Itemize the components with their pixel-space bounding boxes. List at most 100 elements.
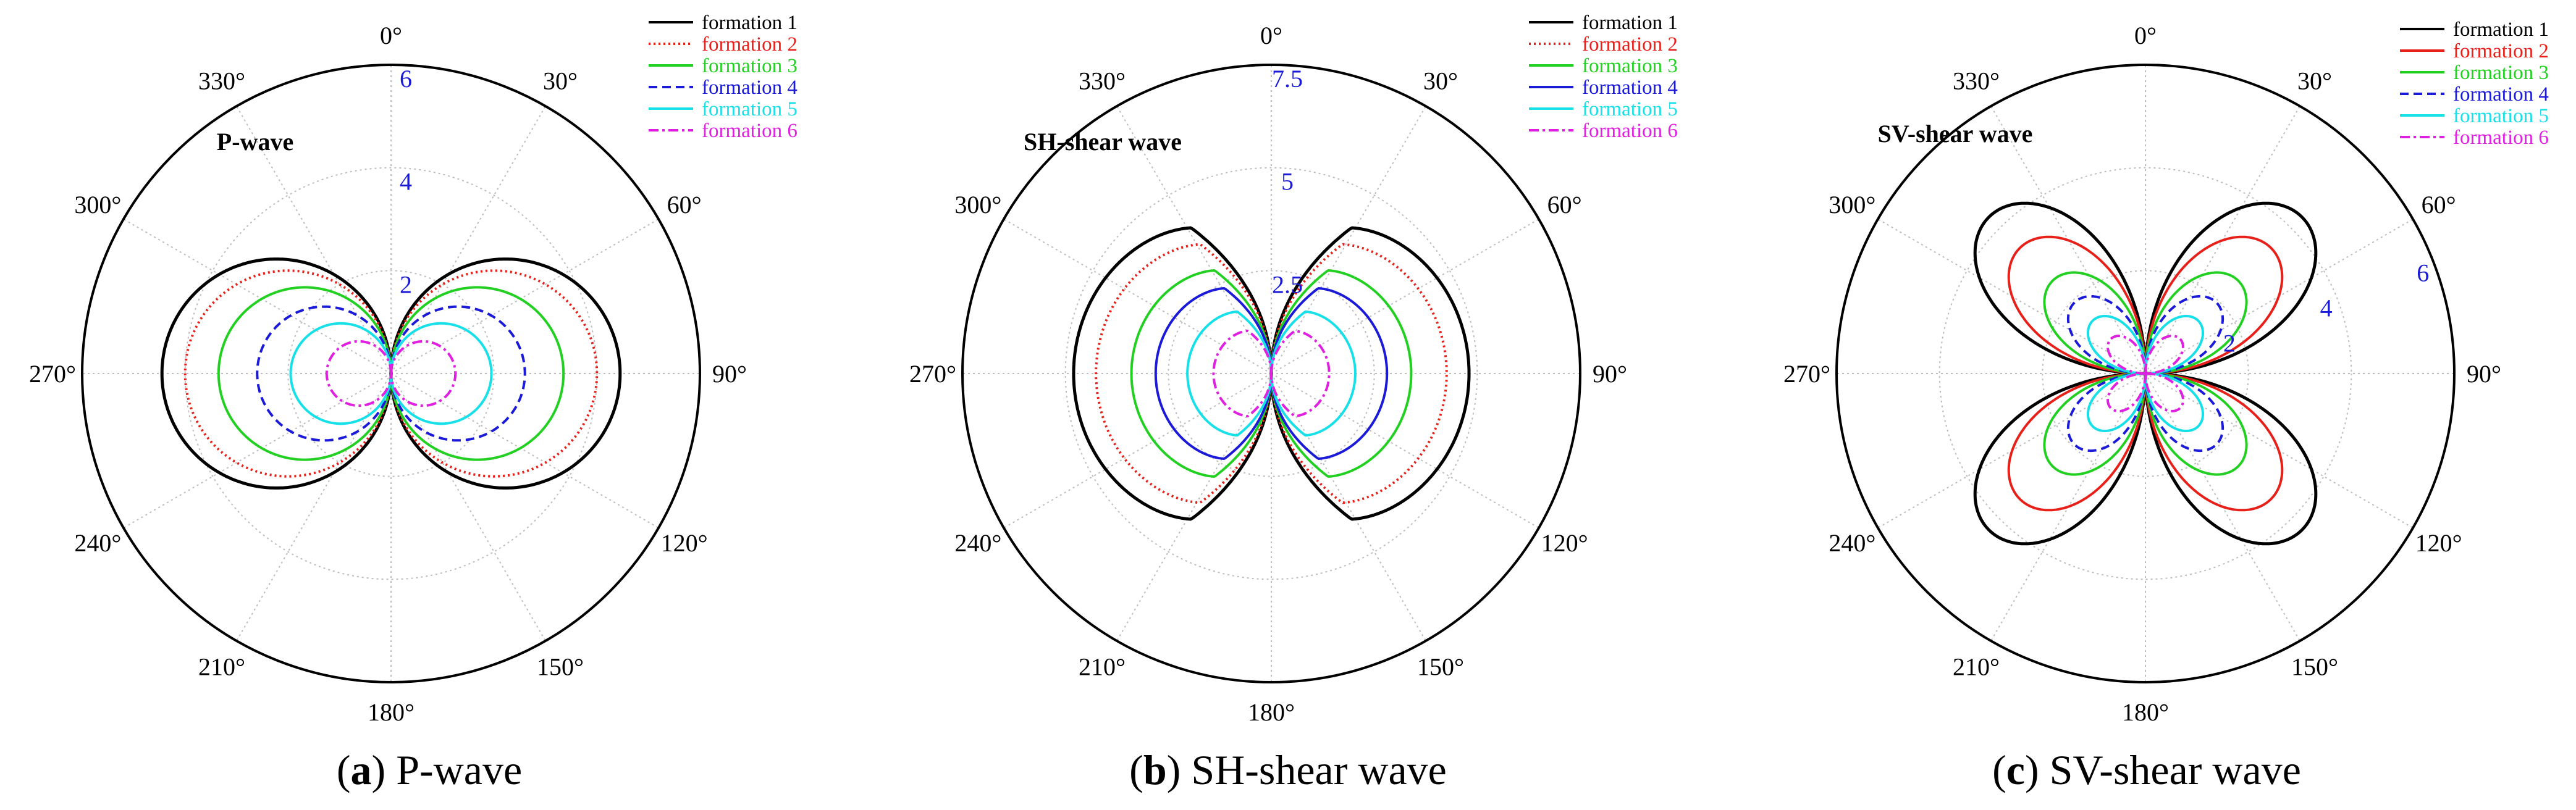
angle-tick-label: 30° xyxy=(2297,67,2332,94)
angle-tick-label: 180° xyxy=(1248,698,1295,726)
legend-label: formation 6 xyxy=(1582,120,1678,142)
angle-gridline xyxy=(1116,106,1272,374)
caption-text: SH-shear wave xyxy=(1181,746,1447,793)
outer-circle xyxy=(81,64,701,683)
radial-tick-label: 4 xyxy=(2320,294,2333,322)
series-line-6 xyxy=(1212,330,1331,417)
radial-tick-label: 6 xyxy=(2417,259,2429,287)
angle-tick-label: 210° xyxy=(1953,653,2000,681)
caption-open-paren: ( xyxy=(1992,746,2006,793)
angle-tick-label: 30° xyxy=(543,67,578,94)
radial-gridline xyxy=(1064,167,1478,580)
angle-tick-label: 180° xyxy=(2122,698,2169,726)
caption-a: (a) P-wave xyxy=(0,746,859,795)
radial-tick-label: 2 xyxy=(400,270,412,298)
caption-close-paren: ) xyxy=(371,746,386,793)
radial-tick-label: 2.5 xyxy=(1272,270,1303,298)
angle-gridline xyxy=(1003,219,1272,374)
legend-label: formation 1 xyxy=(2453,19,2549,41)
polar-chart-sv-shear-wave: 0° 30° 60° 90° 120° 150° 180° 210° 240° 270° 300° 3… xyxy=(1783,19,2549,726)
caption-open-paren: ( xyxy=(1129,746,1143,793)
angle-gridline xyxy=(1271,373,1539,528)
angle-tick-label: 120° xyxy=(2415,529,2462,557)
radial-gridline xyxy=(287,270,495,477)
radial-tick-label: 7.5 xyxy=(1272,65,1303,93)
legend-label: formation 5 xyxy=(2453,105,2549,127)
legend-label: formation 3 xyxy=(1582,55,1678,77)
angle-tick-label: 270° xyxy=(29,360,76,388)
angle-tick-label: 150° xyxy=(537,653,584,681)
angle-gridline xyxy=(390,373,659,528)
legend-label: formation 4 xyxy=(2453,83,2549,106)
angle-tick-label: 60° xyxy=(2422,191,2456,219)
angle-tick-label: 90° xyxy=(1593,360,1627,388)
angle-tick-label: 150° xyxy=(1417,653,1464,681)
radial-gridline xyxy=(1938,167,2352,580)
angle-tick-label: 240° xyxy=(954,529,1001,557)
polar-chart-sh-shear-wave: 0° 30° 60° 90° 120° 150° 180° 210° 240° 270° 300° 3… xyxy=(909,12,1678,726)
legend-label: formation 6 xyxy=(702,120,798,142)
legend-label: formation 3 xyxy=(2453,62,2549,84)
polar-chart-p-wave: 0° 30° 60° 90° 120° 150° 180° 210° 240° 270° 300° 3… xyxy=(29,12,798,726)
angle-tick-label: 150° xyxy=(2291,653,2338,681)
angle-gridline xyxy=(1116,373,1272,641)
angle-tick-label: 330° xyxy=(198,67,245,94)
legend-label: formation 5 xyxy=(702,98,798,120)
angle-tick-label: 300° xyxy=(1829,191,1875,219)
radial-tick-label: 4 xyxy=(400,168,412,196)
angle-gridline xyxy=(123,373,392,528)
legend-label: formation 2 xyxy=(1582,33,1678,56)
caption-letter: a xyxy=(350,746,372,793)
angle-tick-label: 240° xyxy=(74,529,121,557)
caption-text: P-wave xyxy=(385,746,523,793)
caption-c: (c) SV-shear wave xyxy=(1717,746,2576,795)
series-line-6 xyxy=(325,340,457,407)
angle-gridline xyxy=(390,373,546,641)
legend-label: formation 4 xyxy=(1582,77,1678,99)
angle-tick-label: 120° xyxy=(661,529,708,557)
angle-gridline xyxy=(1003,373,1272,528)
angle-tick-label: 300° xyxy=(954,191,1001,219)
angle-gridline xyxy=(1271,373,1426,641)
angle-tick-label: 240° xyxy=(1829,529,1875,557)
caption-close-paren: ) xyxy=(2024,746,2039,793)
legend-label: formation 2 xyxy=(702,33,798,56)
angle-tick-label: 330° xyxy=(1953,67,2000,94)
caption-text: SV-shear wave xyxy=(2039,746,2301,793)
outer-circle xyxy=(961,64,1581,683)
angle-tick-label: 0° xyxy=(380,22,402,49)
angle-gridline xyxy=(123,219,392,374)
chart-title: SH-shear wave xyxy=(1024,128,1182,156)
angle-tick-label: 0° xyxy=(1260,22,1282,49)
legend-label: formation 1 xyxy=(702,12,798,34)
angle-tick-label: 60° xyxy=(1547,191,1582,219)
angle-tick-label: 0° xyxy=(2134,22,2157,49)
legend-label: formation 1 xyxy=(1582,12,1678,34)
angle-tick-label: 210° xyxy=(1079,653,1126,681)
angle-tick-label: 30° xyxy=(1423,67,1458,94)
angle-gridline xyxy=(390,219,659,374)
angle-tick-label: 330° xyxy=(1079,67,1126,94)
legend-label: formation 5 xyxy=(1582,98,1678,120)
angle-tick-label: 120° xyxy=(1541,529,1588,557)
radial-tick-label: 2 xyxy=(2223,330,2236,357)
legend-label: formation 2 xyxy=(2453,40,2549,62)
radial-gridline xyxy=(2042,270,2249,477)
angle-gridline xyxy=(1271,106,1426,374)
angle-tick-label: 60° xyxy=(667,191,702,219)
radial-tick-label: 6 xyxy=(400,65,412,93)
angle-tick-label: 90° xyxy=(712,360,747,388)
caption-letter: b xyxy=(1143,746,1167,793)
angle-tick-label: 210° xyxy=(198,653,245,681)
outer-circle xyxy=(1835,64,2456,683)
angle-tick-label: 270° xyxy=(1783,360,1830,388)
radial-tick-label: 5 xyxy=(1281,168,1294,196)
legend-label: formation 3 xyxy=(702,55,798,77)
caption-b: (b) SH-shear wave xyxy=(859,746,1717,795)
legend-label: formation 4 xyxy=(702,77,798,99)
angle-tick-label: 270° xyxy=(909,360,956,388)
